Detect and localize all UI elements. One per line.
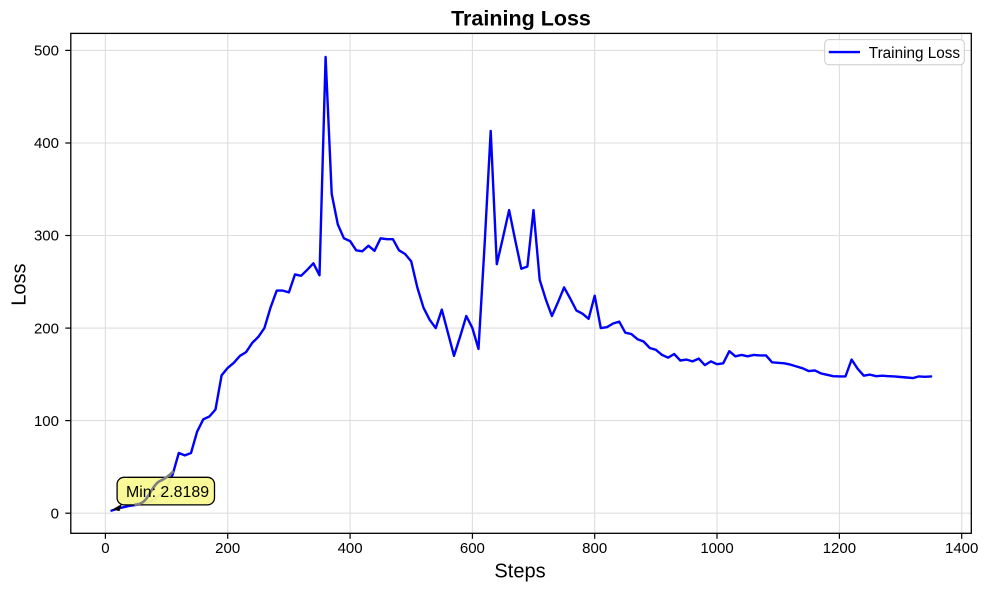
svg-text:1200: 1200	[823, 540, 856, 557]
svg-text:200: 200	[215, 540, 240, 557]
svg-text:0: 0	[51, 505, 59, 522]
svg-text:Steps: Steps	[494, 561, 545, 583]
svg-text:0: 0	[101, 540, 109, 557]
svg-text:400: 400	[338, 540, 363, 557]
svg-text:600: 600	[460, 540, 485, 557]
svg-text:500: 500	[34, 43, 59, 60]
svg-text:200: 200	[34, 320, 59, 337]
svg-text:100: 100	[34, 413, 59, 430]
svg-text:1000: 1000	[700, 540, 733, 557]
svg-text:1400: 1400	[945, 540, 978, 557]
svg-text:Training Loss: Training Loss	[869, 45, 961, 62]
svg-text:Loss: Loss	[9, 263, 31, 305]
svg-text:300: 300	[34, 228, 59, 245]
svg-text:800: 800	[582, 540, 607, 557]
svg-text:400: 400	[34, 135, 59, 152]
svg-text:Training Loss: Training Loss	[451, 6, 591, 30]
svg-text:Min: 2.8189: Min: 2.8189	[126, 484, 209, 501]
